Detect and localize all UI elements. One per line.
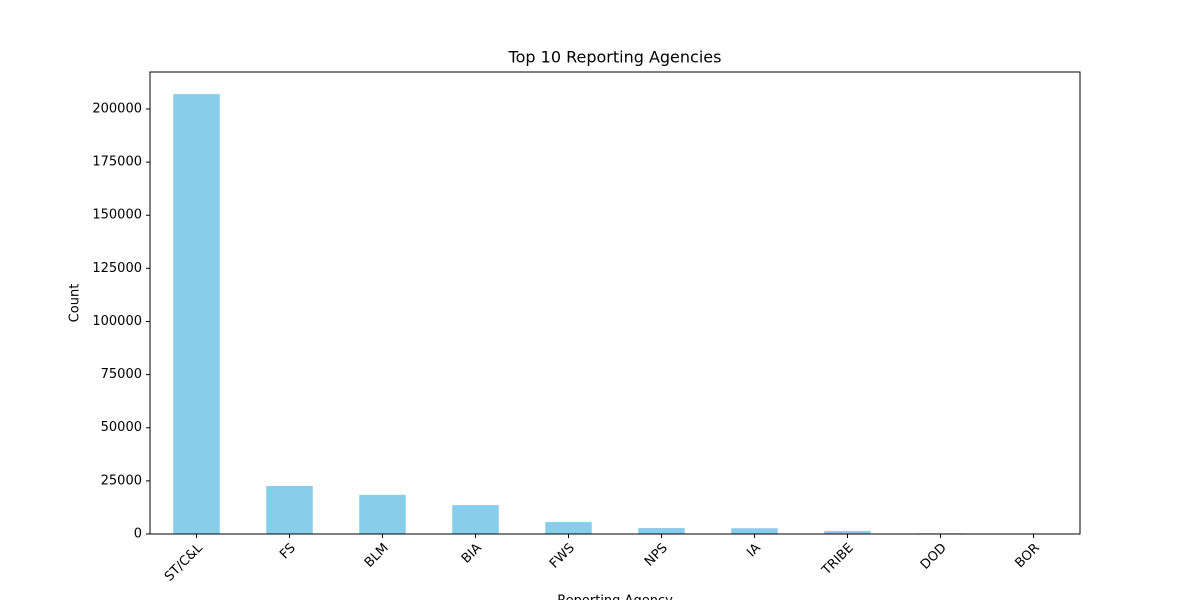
bar: [173, 94, 220, 534]
x-tick-label: NPS: [642, 541, 671, 570]
x-tick-label: BIA: [459, 541, 485, 567]
bar: [731, 528, 778, 534]
x-tick-label: FWS: [547, 541, 578, 572]
bar: [266, 485, 313, 534]
y-tick-label: 50000: [101, 420, 142, 435]
y-tick-label: 200000: [92, 101, 142, 116]
y-axis-label: Count: [68, 284, 83, 323]
x-tick-label: BOR: [1012, 541, 1042, 571]
y-tick-label: 125000: [92, 261, 142, 276]
bar: [359, 494, 406, 534]
y-tick-label: 25000: [101, 473, 142, 488]
x-tick-label: FS: [277, 541, 299, 563]
y-tick-label: 175000: [92, 155, 142, 170]
y-tick-label: 0: [134, 527, 142, 542]
y-tick-label: 100000: [92, 314, 142, 329]
plot-frame: [149, 71, 1081, 535]
x-tick-label: ST/C&L: [162, 540, 206, 584]
chart-title: Top 10 Reporting Agencies: [508, 48, 722, 67]
x-tick-label: BLM: [362, 541, 392, 571]
bar: [824, 531, 871, 534]
x-tick-label: IA: [744, 541, 764, 561]
x-tick-label: DOD: [918, 541, 950, 573]
bar: [545, 522, 592, 534]
y-tick-label: 150000: [92, 208, 142, 223]
bar: [638, 528, 685, 534]
x-axis-label: Reporting Agency: [557, 594, 673, 600]
bar: [452, 505, 499, 534]
y-tick-label: 75000: [101, 367, 142, 382]
x-tick-label: TRIBE: [819, 541, 857, 579]
